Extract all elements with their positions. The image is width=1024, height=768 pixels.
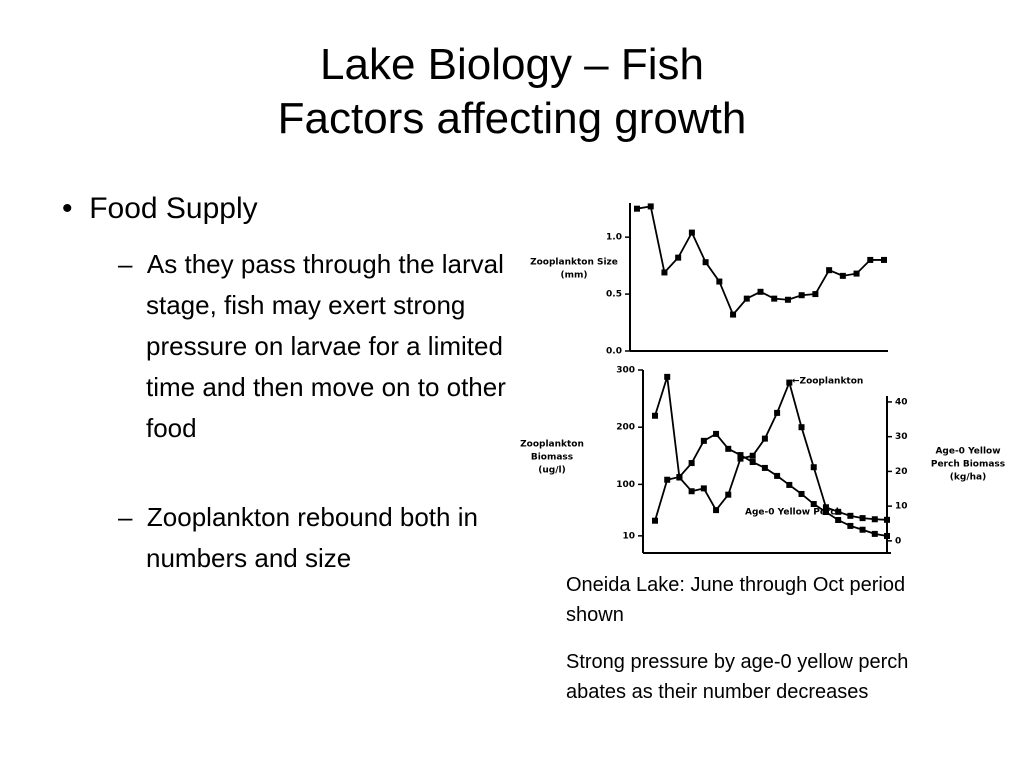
marker [853,270,860,277]
marker [822,504,829,511]
marker [784,296,791,303]
marker [737,452,744,459]
marker [761,435,768,442]
y2-tick-label: 30 [895,432,908,442]
marker [847,522,854,529]
marker [749,452,756,459]
y2-tick-label: 10 [895,502,908,512]
marker [884,516,890,523]
marker [761,464,768,471]
axis-label: Age-0 Yellow [935,447,1000,457]
marker [786,379,793,386]
marker [652,517,658,524]
marker [688,229,695,236]
marker [810,464,817,471]
marker [835,517,842,524]
marker [700,437,707,444]
sub-bullet-text: Zooplankton rebound both in numbers and … [146,502,478,573]
marker [822,509,829,516]
series-line [654,432,888,537]
marker [812,291,819,298]
marker [725,491,732,498]
marker [798,490,805,497]
marker [786,481,793,488]
marker [716,278,723,285]
series-line [636,205,884,317]
bullet: • Food Supply [62,192,258,225]
marker [771,295,778,302]
axis-label: (kg/ha) [950,473,986,483]
marker [859,526,866,533]
marker [757,288,764,295]
axis-label: (mm) [561,271,588,281]
y-tick-label: 300 [616,366,635,376]
y2-tick-label: 40 [895,397,908,407]
marker [798,292,805,299]
marker [743,295,750,302]
marker [652,412,658,419]
y-tick-label: 10 [622,531,635,541]
series-label: ←Zooplankton [792,377,863,387]
marker [634,205,640,212]
title-line: Lake Biology – Fish [320,40,704,89]
y-tick-label: 1.0 [606,233,622,243]
marker [664,476,671,483]
marker [859,515,866,522]
marker [688,488,695,495]
sub-bullet-text: As they pass through the larval stage, f… [146,249,506,443]
marker [664,373,671,380]
marker [774,472,781,479]
y-tick-label: 0.0 [606,347,622,357]
bullet-text: Food Supply [89,192,258,225]
marker [798,424,805,431]
y-tick-label: 200 [616,423,635,433]
marker [737,455,744,462]
marker [847,512,854,519]
axis-label: Zooplankton [520,440,584,450]
marker [647,203,654,210]
axis-label: (ug/l) [538,466,565,476]
axis-label: Biomass [531,453,573,463]
marker [881,256,887,263]
title: Lake Biology – Fish Factors affecting gr… [0,38,1024,146]
caption: Strong pressure by age-0 yellow perch ab… [566,651,909,703]
marker [688,460,695,467]
caption: Oneida Lake: June through Oct period sho… [566,574,906,626]
series-label: Age-0 Yellow Perch [745,508,842,518]
axis-label: Perch Biomass [931,460,1005,470]
marker [713,507,720,514]
y2-tick-label: 20 [895,467,908,477]
sub-bullet: – As they pass through the larval stage,… [118,249,506,443]
marker [661,269,668,276]
marker [871,516,878,523]
marker [749,459,756,466]
y-tick-label: 0.5 [606,290,622,300]
marker [702,259,709,266]
marker [871,530,878,537]
marker [676,473,683,480]
marker [774,409,781,416]
axis-label: Zooplankton Size [530,258,618,268]
marker [700,485,707,492]
series-line [654,376,888,521]
marker [730,311,737,318]
marker [884,532,890,539]
marker [867,256,874,263]
y2-tick-label: 0 [895,536,901,546]
marker [826,267,833,274]
sub-bullet: – Zooplankton rebound both in numbers an… [118,502,478,573]
marker [835,508,842,515]
marker [839,272,846,279]
marker [713,430,720,437]
title-line: Factors affecting growth [277,94,747,143]
y-tick-label: 100 [616,480,635,490]
marker [810,501,817,508]
marker [675,254,682,261]
marker [725,445,732,452]
